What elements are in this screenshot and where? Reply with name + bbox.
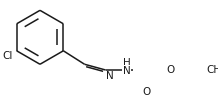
Text: O: O xyxy=(142,87,150,97)
Text: CH₃: CH₃ xyxy=(206,65,218,75)
Text: Cl: Cl xyxy=(3,51,13,61)
Text: N: N xyxy=(106,71,114,81)
Text: N: N xyxy=(123,66,130,76)
Text: H: H xyxy=(123,58,130,68)
Text: O: O xyxy=(166,65,174,75)
